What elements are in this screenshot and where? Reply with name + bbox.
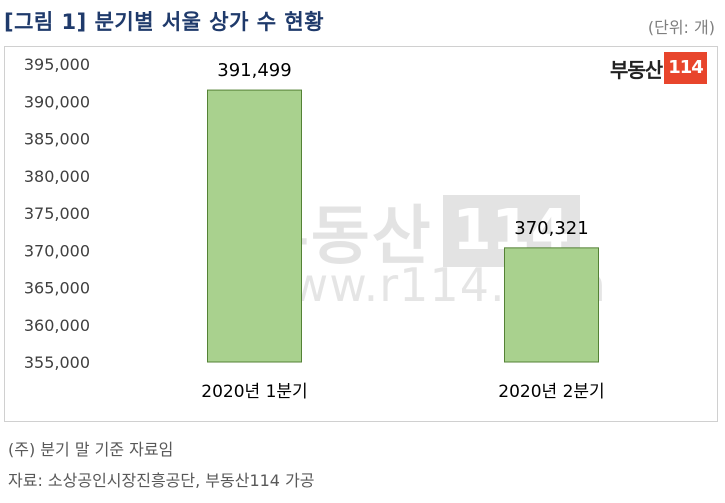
bar [207,89,302,363]
chart-frame [4,46,718,422]
y-tick-label: 360,000 [24,316,90,335]
data-label: 370,321 [514,218,588,239]
y-tick-label: 390,000 [24,92,90,111]
y-tick-label: 380,000 [24,167,90,186]
source-note: 자료: 소상공인시장진흥공단, 부동산114 가공 [8,471,315,490]
y-tick-label: 375,000 [24,204,90,223]
unit-label: (단위: 개) [647,18,715,37]
brand-logo: 부동산 114 [610,52,707,84]
value-labels: 391,499 370,321 [217,60,588,239]
data-label: 391,499 [217,60,291,81]
bars [207,89,599,363]
chart-title: [그림 1] 분기별 서울 상가 수 현황 [4,10,325,34]
logo-number: 114 [664,52,707,84]
y-tick-label: 395,000 [24,55,90,74]
logo-text: 부동산 [610,57,663,82]
y-tick-label: 370,000 [24,241,90,260]
y-tick-label: 355,000 [24,353,90,372]
y-tick-label: 365,000 [24,279,90,298]
y-tick-label: 385,000 [24,130,90,149]
footnote: (주) 분기 말 기준 자료임 [8,440,174,459]
x-axis-labels: 2020년 1분기 2020년 2분기 [201,382,604,402]
x-tick-label: 2020년 1분기 [201,382,307,402]
bar [504,247,599,363]
y-axis-ticks: 355,000 360,000 365,000 370,000 375,000 380,0… [24,55,90,372]
x-tick-label: 2020년 2분기 [498,382,604,402]
